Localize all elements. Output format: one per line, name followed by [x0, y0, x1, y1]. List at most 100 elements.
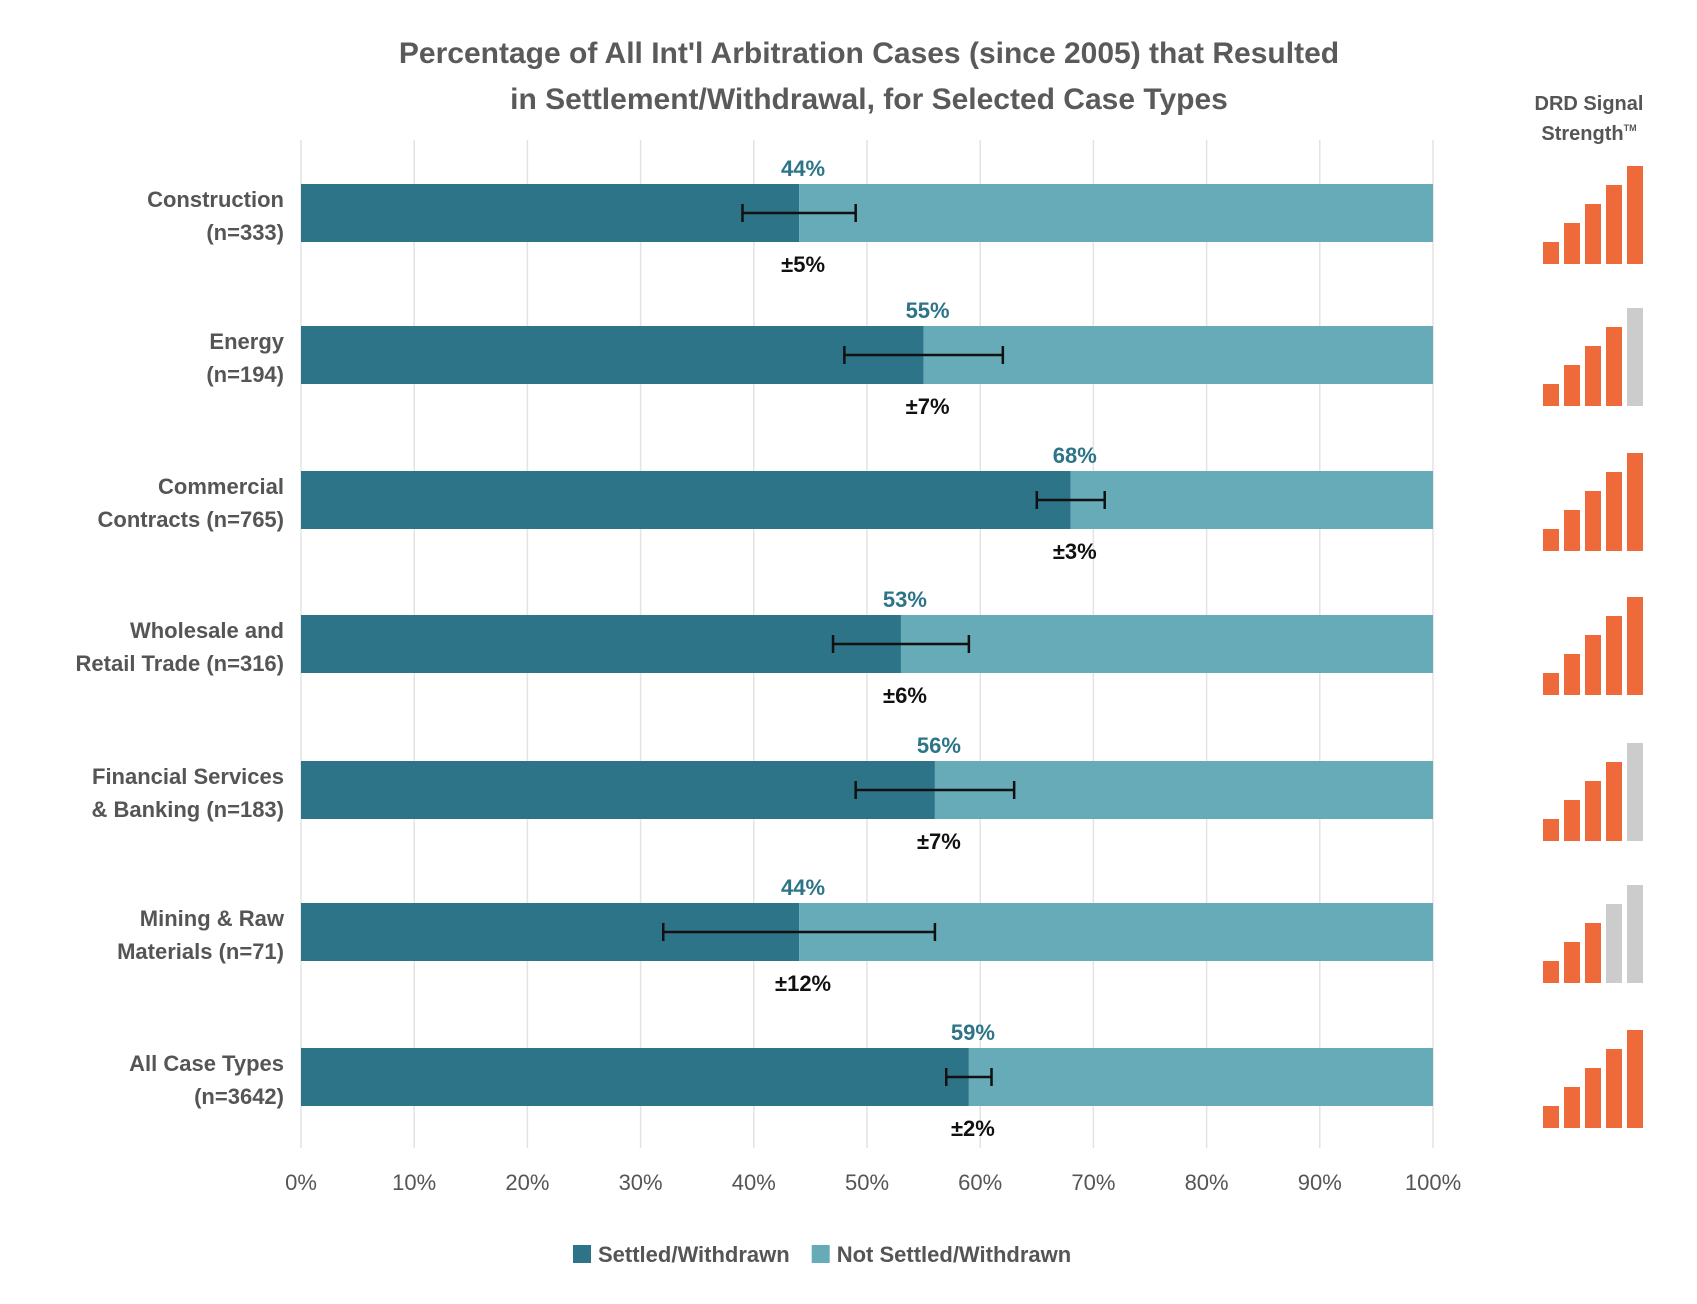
signal-bar-active	[1606, 1049, 1622, 1128]
bar-settled	[301, 761, 935, 819]
category-label-line-2: Contracts (n=765)	[98, 507, 284, 532]
signal-bar-active	[1543, 673, 1559, 695]
signal-bar-inactive	[1627, 885, 1643, 983]
legend-swatch	[811, 1245, 830, 1263]
signal-bar-active	[1627, 597, 1643, 695]
category-label-line-1: Financial Services	[92, 764, 284, 789]
error-label: ±7%	[917, 829, 961, 854]
category-label-line-2: & Banking (n=183)	[91, 797, 284, 822]
signal-bar-active	[1543, 961, 1559, 983]
signal-bar-active	[1564, 365, 1580, 406]
signal-bar-active	[1564, 800, 1580, 841]
x-tick-label: 40%	[732, 1170, 776, 1195]
category-labels: Construction (n=333) Energy (n=194) Commerci…	[76, 187, 285, 1109]
category-label-line-1: Mining & Raw	[140, 906, 285, 931]
error-label: ±12%	[775, 971, 831, 996]
x-tick-label: 30%	[619, 1170, 663, 1195]
signal-bar-active	[1585, 1068, 1601, 1128]
signal-bar-active	[1627, 453, 1643, 551]
bar-settled	[301, 184, 800, 242]
signal-bar-active	[1543, 529, 1559, 551]
bar-not-settled	[1070, 471, 1433, 529]
signal-strength-icons	[1543, 166, 1643, 1128]
signal-bar-active	[1585, 204, 1601, 264]
value-label: 55%	[906, 298, 950, 323]
x-tick-label: 100%	[1405, 1170, 1461, 1195]
signal-bar-inactive	[1627, 743, 1643, 841]
category-label-line-2: (n=194)	[206, 362, 284, 387]
category-label-line-2: Materials (n=71)	[117, 939, 284, 964]
signal-bar-inactive	[1627, 308, 1643, 406]
x-axis-ticks: 0% 10% 20% 30% 40% 50% 60% 70% 80% 90% 100%	[285, 1170, 1461, 1195]
value-label: 68%	[1053, 443, 1097, 468]
signal-bar-active	[1543, 242, 1559, 264]
category-label-line-1: Wholesale and	[130, 618, 284, 643]
error-label: ±7%	[906, 394, 950, 419]
signal-bar-active	[1606, 327, 1622, 406]
x-tick-label: 70%	[1071, 1170, 1115, 1195]
bar-settled	[301, 471, 1071, 529]
value-label: 56%	[917, 733, 961, 758]
signal-bar-active	[1627, 1030, 1643, 1128]
category-label-line-1: Commercial	[158, 474, 284, 499]
x-tick-label: 10%	[392, 1170, 436, 1195]
chart-title-line-2: in Settlement/Withdrawal, for Selected C…	[510, 83, 1228, 116]
bars	[301, 184, 1433, 1106]
value-label: 44%	[781, 875, 825, 900]
signal-bar-active	[1564, 1087, 1580, 1128]
category-label-line-2: (n=333)	[206, 220, 284, 245]
legend: Settled/Withdrawn Not Settled/Withdrawn	[573, 1242, 1071, 1267]
x-tick-label: 90%	[1298, 1170, 1342, 1195]
signal-strength-title-line-1: DRD Signal	[1535, 93, 1644, 115]
signal-bar-active	[1564, 942, 1580, 983]
category-label-line-1: All Case Types	[129, 1051, 284, 1076]
signal-bar-active	[1627, 166, 1643, 264]
x-tick-label: 80%	[1185, 1170, 1229, 1195]
signal-bar-active	[1564, 510, 1580, 551]
error-label: ±3%	[1053, 539, 1097, 564]
bar-not-settled	[923, 326, 1433, 384]
signal-strength-title-line-2: StrengthTM	[1541, 123, 1636, 145]
signal-bar-active	[1585, 923, 1601, 983]
error-label: ±2%	[951, 1116, 995, 1141]
legend-label: Settled/Withdrawn	[598, 1242, 790, 1267]
value-label: 59%	[951, 1020, 995, 1045]
bar-not-settled	[900, 615, 1433, 673]
bar-settled	[301, 1048, 969, 1106]
bar-not-settled	[968, 1048, 1433, 1106]
bar-not-settled	[799, 184, 1433, 242]
bar-settled	[301, 615, 901, 673]
signal-bar-inactive	[1606, 904, 1622, 983]
x-tick-label: 50%	[845, 1170, 889, 1195]
signal-bar-active	[1585, 491, 1601, 551]
signal-bar-active	[1606, 185, 1622, 264]
bar-not-settled	[934, 761, 1433, 819]
signal-bar-active	[1543, 819, 1559, 841]
legend-label: Not Settled/Withdrawn	[837, 1242, 1071, 1267]
bar-settled	[301, 326, 924, 384]
signal-bar-active	[1564, 654, 1580, 695]
legend-swatch	[573, 1245, 591, 1263]
value-label: 53%	[883, 587, 927, 612]
signal-bar-active	[1606, 762, 1622, 841]
error-label: ±5%	[781, 252, 825, 277]
signal-bar-active	[1585, 781, 1601, 841]
x-tick-label: 20%	[505, 1170, 549, 1195]
signal-bar-active	[1543, 384, 1559, 406]
signal-bar-active	[1543, 1106, 1559, 1128]
signal-bar-active	[1585, 346, 1601, 406]
value-label: 44%	[781, 156, 825, 181]
error-label: ±6%	[883, 683, 927, 708]
category-label-line-2: Retail Trade (n=316)	[76, 651, 284, 676]
chart-title-line-1: Percentage of All Int'l Arbitration Case…	[399, 37, 1339, 70]
category-label-line-1: Construction	[147, 187, 284, 212]
signal-bar-active	[1564, 223, 1580, 264]
x-tick-label: 0%	[285, 1170, 317, 1195]
signal-bar-active	[1585, 635, 1601, 695]
x-tick-label: 60%	[958, 1170, 1002, 1195]
signal-bar-active	[1606, 616, 1622, 695]
category-label-line-1: Energy	[209, 329, 284, 354]
error-bars: 44% ±5% 55% ±7% 68% ±3% 53% ±6% 56% ±7% 44% ±12% 59%…	[661, 156, 1106, 1141]
signal-bar-active	[1606, 472, 1622, 551]
